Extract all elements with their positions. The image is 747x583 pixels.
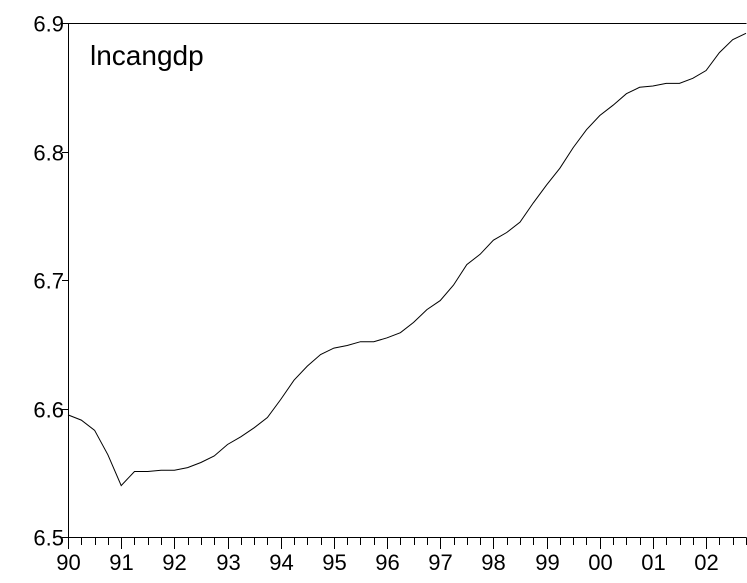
x-tick-label: 90	[56, 550, 80, 575]
x-tick-label: 91	[109, 550, 133, 575]
x-tick-label: 98	[481, 550, 505, 575]
legend-label: lncangdp	[90, 40, 204, 71]
y-tick-label: 6.9	[33, 12, 64, 37]
x-tick-label: 96	[375, 550, 399, 575]
x-tick-label: 01	[641, 550, 665, 575]
x-tick-label: 92	[162, 550, 186, 575]
x-tick-label: 02	[694, 550, 718, 575]
y-tick-label: 6.7	[33, 269, 64, 294]
x-tick-label: 93	[216, 550, 240, 575]
y-tick-label: 6.8	[33, 141, 64, 166]
series-line	[67, 32, 747, 487]
y-tick-label: 6.5	[33, 526, 64, 551]
x-tick-label: 95	[322, 550, 346, 575]
x-tick-label: 94	[269, 550, 293, 575]
x-tick-label: 00	[588, 550, 612, 575]
plot-frame	[68, 23, 747, 538]
y-tick-label: 6.6	[33, 398, 64, 423]
x-tick-label: 99	[535, 550, 559, 575]
x-tick-label: 97	[428, 550, 452, 575]
